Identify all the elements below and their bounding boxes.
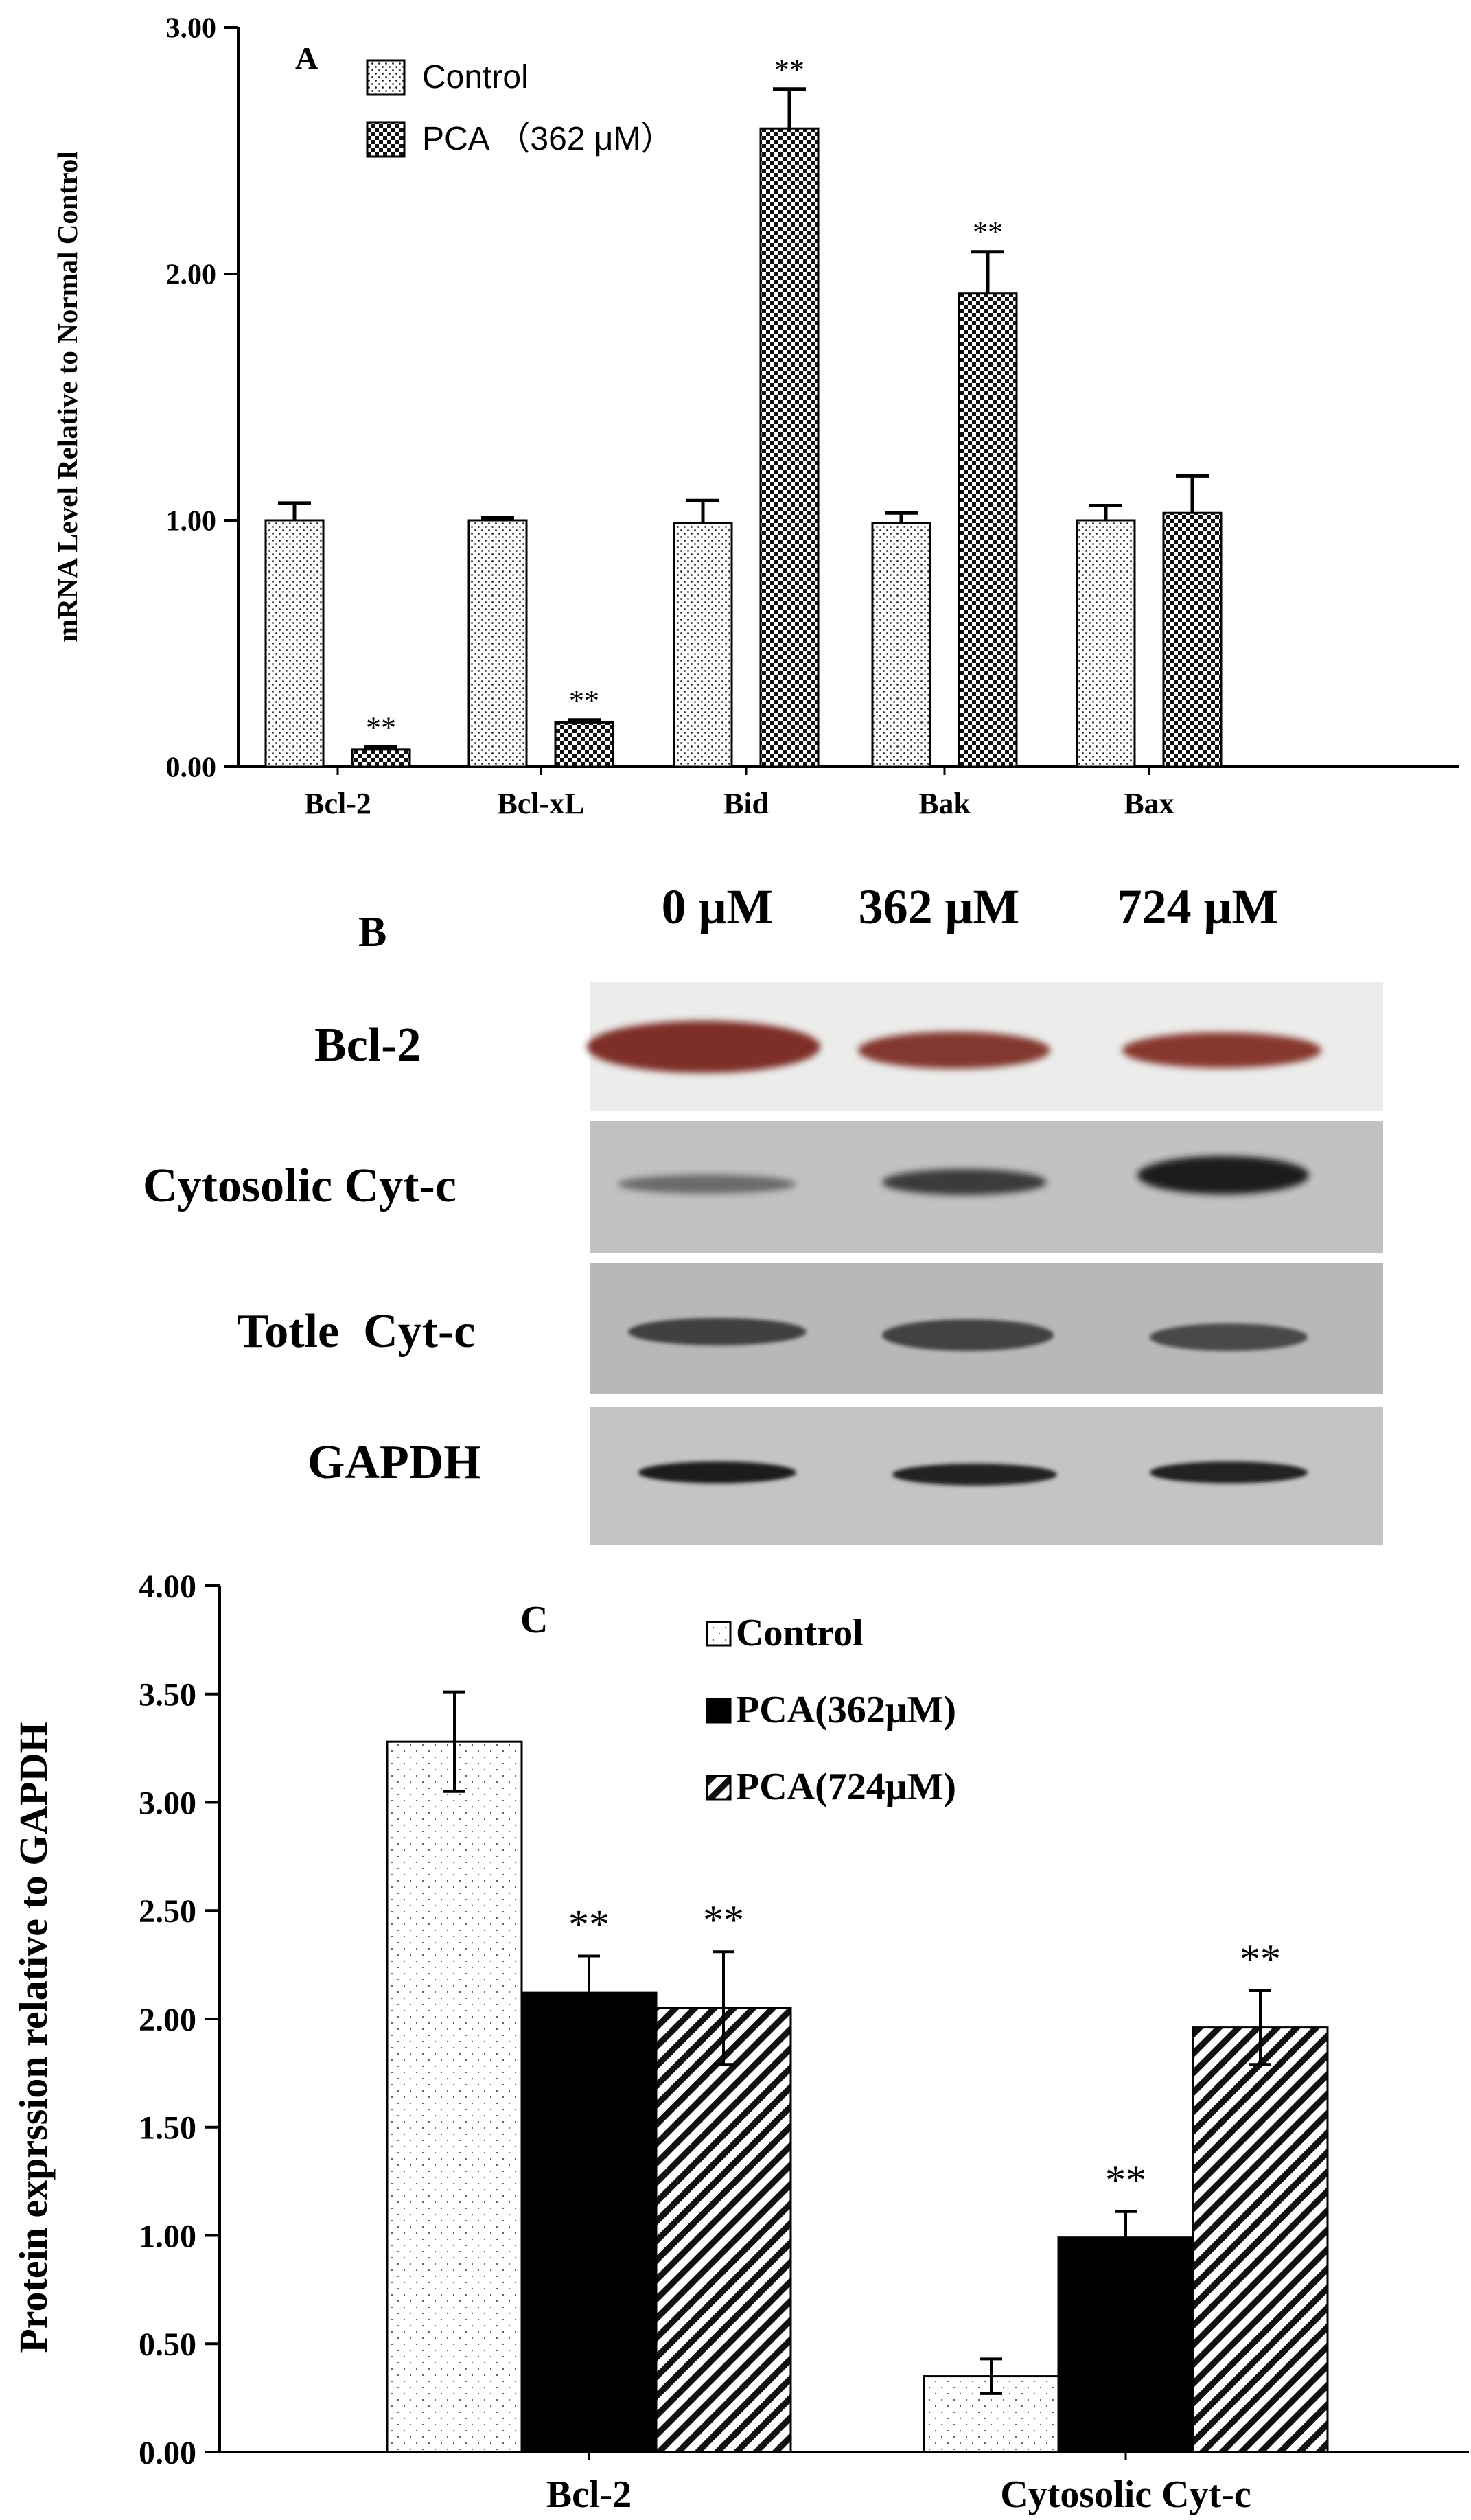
bar-control-bcl-xl (467, 519, 528, 768)
bar-pca-362-m-bcl-2 (520, 1991, 658, 2453)
legend-swatch-control-c (706, 1621, 732, 1647)
legend-label-control-c: Control (736, 1612, 864, 1654)
panel-a-chart: mRNA Level Relative to Normal Control A … (51, 13, 1459, 820)
y-tick-label: 1.00 (166, 506, 217, 537)
panel-c-bars: ** ** ** ** (386, 1690, 1329, 2453)
panel-a-legend: Control PCA （362 μM） (366, 59, 673, 158)
blot-strip-total-cytc (590, 1263, 1383, 1394)
band-cytc-724 (1137, 1156, 1309, 1194)
y-tick-label: 3.00 (166, 13, 217, 45)
legend-label-pca724-c: PCA(724μM) (736, 1766, 956, 1808)
y-tick-label: 1.50 (139, 2110, 196, 2147)
significance-label: ** (973, 216, 1003, 249)
lane-label-362: 362 μM (859, 879, 1020, 934)
bar-pca-362-m-bid (759, 127, 820, 768)
bar-pca-724-m-bcl-2 (655, 2007, 792, 2453)
legend-label-pca: PCA （362 μM） (422, 121, 673, 157)
panel-a-y-ticks: 0.00 1.00 2.00 3.00 Bcl-2 Bcl-xL Bid Bak Bax (166, 13, 1174, 820)
blot-row-label-bcl2: Bcl-2 (314, 1019, 421, 1072)
significance-label: ** (568, 1902, 610, 1947)
blot-strip-cytosolic-cytc (590, 1121, 1383, 1253)
lane-label-724: 724 μM (1117, 879, 1279, 934)
bar-control-bid (673, 522, 733, 768)
legend-label-control: Control (422, 59, 529, 95)
bar-pca-362-m-bak (958, 292, 1018, 768)
blot-strip-gapdh (590, 1407, 1383, 1545)
blot-row-label-total-cytc: Totle Cyt-c (237, 1305, 475, 1358)
y-tick-label: 0.00 (166, 752, 217, 784)
band-total-cytc-362 (882, 1319, 1054, 1351)
x-tick-label-bax: Bax (1124, 787, 1174, 820)
significance-label: ** (366, 710, 396, 744)
x-tick-label-bid: Bid (723, 787, 769, 820)
significance-label: ** (703, 1897, 744, 1943)
panel-a-bars: ** ** ** ** (264, 53, 1223, 768)
bar-control-bak (871, 522, 931, 768)
band-gapdh-724 (1150, 1461, 1308, 1483)
panel-a-ylabel: mRNA Level Relative to Normal Control (51, 151, 83, 642)
significance-label: ** (569, 684, 599, 717)
panel-c-ylabel: Protein exprssion relative to GAPDH (11, 1722, 56, 2353)
bar-pca-724-m-cytosolic-cyt-c (1192, 2026, 1329, 2453)
band-cytc-362 (882, 1169, 1047, 1195)
legend-swatch-control (366, 59, 406, 96)
bar-pca-362-m-bcl-2 (351, 748, 411, 768)
x-tick-label-bcl-xl: Bcl-xL (497, 787, 584, 820)
y-tick-label: 2.00 (139, 2002, 196, 2038)
bar-pca-362-m-cytosolic-cyt-c (1057, 2236, 1194, 2453)
blot-strip-bcl2 (587, 982, 1383, 1111)
panel-b-western-blot: B 0 μM 362 μM 724 μM Bcl-2 Cytosolic Cyt… (143, 879, 1383, 1545)
panel-c-chart: Protein exprssion relative to GAPDH C 0.… (11, 1569, 1469, 2516)
band-bcl2-362 (858, 1032, 1050, 1069)
bar-control-bcl-2 (264, 519, 325, 768)
bar-control-bcl-2 (386, 1740, 523, 2453)
panel-c-label: C (520, 1599, 548, 1641)
band-total-cytc-724 (1150, 1323, 1308, 1351)
y-tick-label: 3.00 (139, 1785, 196, 1821)
panel-c-y-ticks: 0.00 0.50 1.00 1.50 2.00 2.50 3.00 3.50 4.00 Bcl-… (139, 1569, 1251, 2516)
band-gapdh-362 (892, 1464, 1057, 1486)
band-bcl2-724 (1122, 1032, 1321, 1068)
x-tick-label-cytosolic-cyt-c: Cytosolic Cyt-c (1000, 2473, 1251, 2516)
x-tick-label-bcl-2: Bcl-2 (304, 787, 371, 820)
bar-control-bax (1076, 519, 1136, 768)
panel-b-label: B (358, 909, 386, 956)
legend-label-pca362-c: PCA(362μM) (736, 1689, 956, 1731)
lane-label-0: 0 μM (662, 879, 774, 934)
y-tick-label: 1.00 (139, 2218, 196, 2254)
significance-label: ** (1240, 1937, 1281, 1982)
legend-swatch-pca724-c (706, 1775, 732, 1801)
y-tick-label: 3.50 (139, 1677, 196, 1713)
bar-pca-362-m-bax (1162, 511, 1223, 768)
band-gapdh-0 (638, 1461, 796, 1483)
legend-swatch-pca362-c (706, 1698, 732, 1724)
blot-row-label-gapdh: GAPDH (308, 1436, 481, 1489)
y-tick-label: 2.50 (139, 1893, 196, 1930)
y-tick-label: 0.00 (139, 2435, 196, 2471)
bar-pca-362-m-bcl-xl (554, 721, 614, 768)
blot-row-label-cytosolic-cytc: Cytosolic Cyt-c (143, 1159, 456, 1212)
y-tick-label: 0.50 (139, 2326, 196, 2363)
significance-label: ** (1105, 2158, 1146, 2203)
x-tick-label-bak: Bak (918, 787, 971, 820)
band-cytc-0 (618, 1175, 796, 1194)
y-tick-label: 2.00 (166, 259, 217, 291)
panel-c-legend: Control PCA(362μM) PCA(724μM) (706, 1612, 956, 1808)
x-tick-label-bcl-2: Bcl-2 (546, 2473, 632, 2516)
band-total-cytc-0 (628, 1318, 807, 1345)
band-bcl2-0 (587, 1021, 820, 1073)
y-tick-label: 4.00 (139, 1569, 196, 1605)
significance-label: ** (774, 53, 804, 86)
panel-a-label: A (295, 41, 318, 76)
legend-swatch-pca (366, 121, 406, 158)
